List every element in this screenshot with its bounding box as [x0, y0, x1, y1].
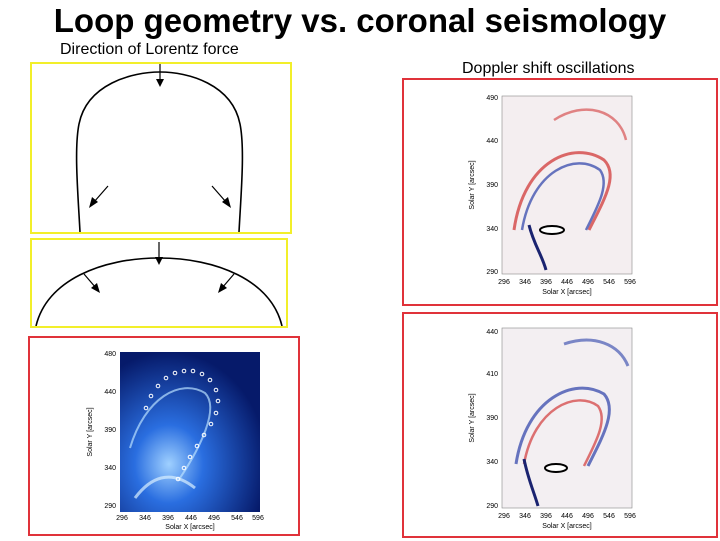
- loop-diagram-top: [30, 62, 292, 234]
- euv-xtick: 296: [116, 515, 128, 522]
- doppler-bottom-ytick: 410: [486, 371, 498, 378]
- euv-loop-base: [133, 475, 196, 499]
- arrow-head-right: [222, 197, 231, 208]
- euv-xtick: 396: [162, 515, 174, 522]
- doppler-top-xtick: 446: [561, 279, 573, 286]
- doppler-top-ytick: 290: [486, 269, 498, 276]
- euv-svg: 480 440 390 340 290 296 346 396 446 496 …: [87, 351, 264, 531]
- doppler-bottom-ytick: 290: [486, 503, 498, 510]
- euv-xtick: 446: [185, 515, 197, 522]
- doppler-outer-loop: [553, 108, 628, 141]
- doppler-red-loop: [512, 151, 612, 231]
- doppler-bottom-ylabel: Solar Y [arcsec]: [469, 393, 476, 442]
- euv-xtick: 346: [139, 515, 151, 522]
- force-arrow-left: [93, 185, 109, 203]
- loop-bottom-svg: [35, 242, 283, 327]
- doppler-bottom-xtick: 546: [603, 513, 615, 520]
- doppler-top-ytick: 340: [486, 226, 498, 233]
- doppler-bottom-xtick: 296: [498, 513, 510, 520]
- doppler-bottom-xtick: 496: [582, 513, 594, 520]
- lorentz-force-label: Direction of Lorentz force: [60, 41, 239, 58]
- doppler-blue-loop: [514, 386, 611, 467]
- euv-ytick: 340: [104, 465, 116, 472]
- euv-ylabel: Solar Y [arcsec]: [87, 407, 94, 456]
- euv-ytick: 390: [104, 427, 116, 434]
- doppler-top-xlabel: Solar X [arcsec]: [542, 289, 591, 296]
- doppler-top-xtick: 346: [519, 279, 531, 286]
- doppler-footpoint: [527, 224, 548, 271]
- doppler-outer-loop: [563, 338, 630, 367]
- euv-image: [120, 352, 260, 512]
- doppler-top-xtick: 496: [582, 279, 594, 286]
- doppler-red-loop: [522, 399, 603, 467]
- euv-y-ticks: 480 440 390 340 290: [104, 351, 116, 510]
- doppler-image: [501, 95, 633, 275]
- doppler-bottom-ytick: 390: [486, 415, 498, 422]
- doppler-bottom-y-ticks: 440 410 390 340 290: [486, 329, 498, 510]
- euv-image-panel: 480 440 390 340 290 296 346 396 446 496 …: [28, 336, 300, 536]
- loop-top-svg: [75, 64, 244, 233]
- force-arrow-right: [211, 185, 227, 203]
- doppler-top-svg: 490 440 390 340 290 296 346 396 446 496 …: [469, 95, 636, 296]
- doppler-panel-top: 490 440 390 340 290 296 346 396 446 496 …: [402, 78, 718, 306]
- arrow-head-center: [155, 257, 163, 265]
- euv-ytick: 290: [104, 503, 116, 510]
- doppler-bottom-xtick: 346: [519, 513, 531, 520]
- euv-xlabel: Solar X [arcsec]: [165, 524, 214, 531]
- doppler-bottom-xtick: 596: [624, 513, 636, 520]
- doppler-top-ytick: 390: [486, 182, 498, 189]
- doppler-bright-kernel: [544, 463, 568, 473]
- doppler-top-y-ticks: 490 440 390 340 290: [486, 95, 498, 276]
- doppler-bottom-xtick: 446: [561, 513, 573, 520]
- doppler-top-xtick: 296: [498, 279, 510, 286]
- euv-xtick: 596: [252, 515, 264, 522]
- doppler-bottom-xlabel: Solar X [arcsec]: [542, 523, 591, 530]
- doppler-top-xtick: 546: [603, 279, 615, 286]
- doppler-top-xtick: 596: [624, 279, 636, 286]
- doppler-footpoint: [522, 458, 540, 507]
- doppler-top-ylabel: Solar Y [arcsec]: [469, 160, 476, 209]
- doppler-bottom-ytick: 440: [486, 329, 498, 336]
- euv-xtick: 496: [208, 515, 220, 522]
- doppler-bottom-x-ticks: 296 346 396 446 496 546 596: [498, 513, 636, 520]
- euv-ytick: 480: [104, 351, 116, 358]
- arrow-head-left: [89, 197, 98, 208]
- doppler-panel-bottom: 440 410 390 340 290 296 346 396 446 496 …: [402, 312, 718, 538]
- arrow-head-right: [218, 283, 227, 293]
- doppler-blue-loop: [520, 162, 605, 231]
- loop-trace-points: [143, 368, 221, 482]
- doppler-label: Doppler shift oscillations: [462, 60, 635, 77]
- euv-x-ticks: 296 346 396 446 496 546 596: [116, 515, 264, 522]
- doppler-bright-kernel: [539, 225, 565, 235]
- loop-diagram-bottom: [30, 238, 288, 328]
- loop-curve: [75, 71, 244, 233]
- euv-ytick: 440: [104, 389, 116, 396]
- doppler-bottom-svg: 440 410 390 340 290 296 346 396 446 496 …: [469, 327, 636, 530]
- arrow-head-left: [91, 283, 100, 293]
- doppler-top-ytick: 490: [486, 95, 498, 102]
- doppler-image: [501, 327, 633, 509]
- doppler-top-ytick: 440: [486, 138, 498, 145]
- page-title: Loop geometry vs. coronal seismology: [53, 2, 667, 39]
- doppler-bottom-ytick: 340: [486, 459, 498, 466]
- doppler-bottom-xtick: 396: [540, 513, 552, 520]
- arc-curve: [35, 257, 283, 327]
- euv-xtick: 546: [231, 515, 243, 522]
- doppler-top-x-ticks: 296 346 396 446 496 546 596: [498, 279, 636, 286]
- doppler-top-xtick: 396: [540, 279, 552, 286]
- arrow-head-top: [156, 79, 164, 87]
